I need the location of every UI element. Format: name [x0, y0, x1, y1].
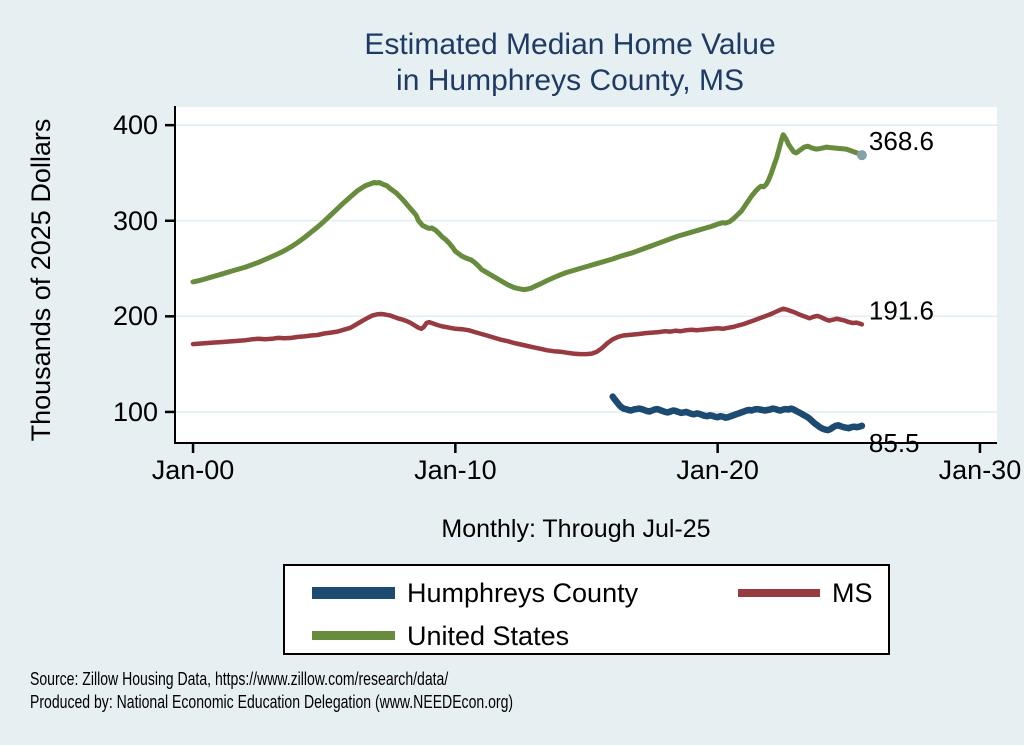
legend-label-united-states: United States — [407, 621, 570, 651]
chart-subtitle: Monthly: Through Jul-25 — [441, 515, 711, 543]
legend-swatch-united-states — [312, 631, 395, 640]
x-tick-label-jan10: Jan-10 — [414, 455, 497, 485]
y-tick-label-300: 300 — [112, 205, 158, 236]
x-tick-label-jan20: Jan-20 — [676, 455, 759, 485]
chart-title: Estimated Median Home Value in Humphreys… — [150, 27, 990, 99]
source-line-1: Source: Zillow Housing Data, https://www… — [30, 669, 449, 689]
end-label-ms: 191.6 — [869, 295, 934, 325]
series-end-dot-united-states — [856, 150, 867, 161]
series-line-united-states — [190, 132, 865, 293]
end-label-united-states: 368.6 — [869, 126, 934, 156]
legend: Humphreys County MS United States — [283, 564, 890, 655]
chart-title-line2: in Humphreys County, MS — [396, 64, 744, 97]
y-tick-label-400: 400 — [112, 110, 158, 141]
x-tick-label-jan30: Jan-30 — [938, 455, 1022, 485]
series-line-ms — [190, 306, 865, 357]
series-line-humphreys-county — [609, 393, 866, 434]
y-tick-label-100: 100 — [112, 396, 158, 427]
source-line-2: Produced by: National Economic Education… — [30, 692, 514, 712]
legend-swatch-humphreys-county — [312, 587, 395, 599]
y-tick-label-200: 200 — [112, 301, 158, 332]
x-tick-label-jan00: Jan-00 — [151, 455, 235, 485]
plot-area — [176, 107, 997, 443]
end-label-humphreys-county: 85.5 — [869, 428, 920, 458]
legend-swatch-ms — [738, 589, 820, 597]
chart-title-line1: Estimated Median Home Value — [364, 28, 776, 61]
legend-label-humphreys-county: Humphreys County — [407, 578, 639, 608]
legend-label-ms: MS — [832, 578, 873, 608]
